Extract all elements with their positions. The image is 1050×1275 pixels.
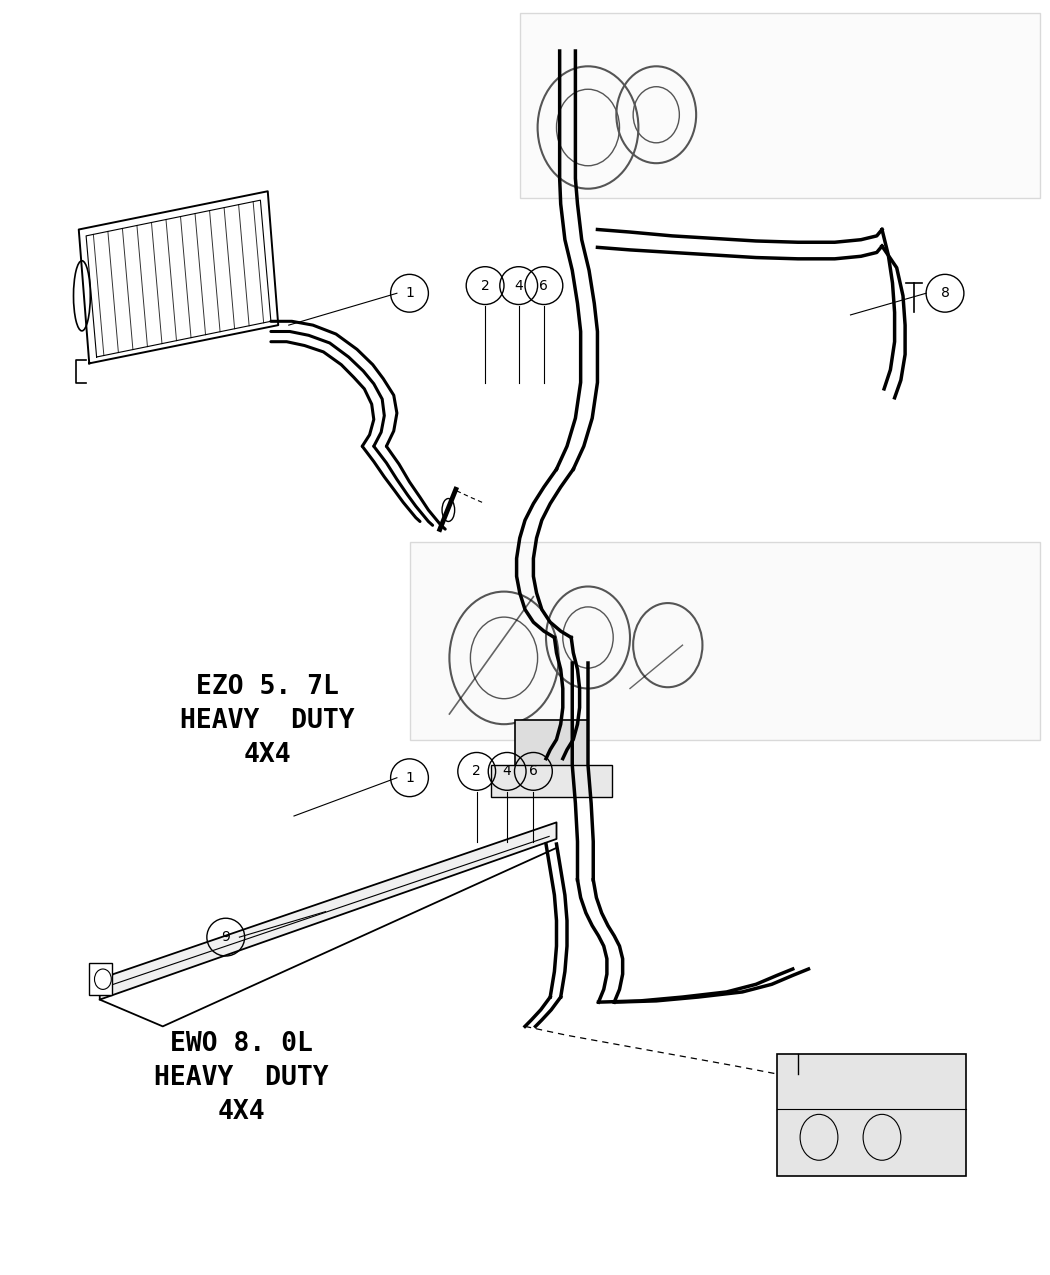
Text: 1: 1	[405, 287, 414, 300]
FancyBboxPatch shape	[410, 542, 1040, 740]
Text: 1: 1	[405, 771, 414, 784]
FancyBboxPatch shape	[89, 963, 112, 994]
Text: EWO 8. 0L
HEAVY  DUTY
4X4: EWO 8. 0L HEAVY DUTY 4X4	[154, 1030, 329, 1125]
Text: 2: 2	[481, 279, 489, 292]
Text: 4: 4	[514, 279, 523, 292]
FancyBboxPatch shape	[520, 13, 1040, 198]
Polygon shape	[100, 822, 556, 1000]
Text: 4: 4	[503, 765, 511, 778]
Text: 2: 2	[472, 765, 481, 778]
Text: EZO 5. 7L
HEAVY  DUTY
4X4: EZO 5. 7L HEAVY DUTY 4X4	[181, 673, 355, 768]
Text: 6: 6	[540, 279, 548, 292]
Text: 8: 8	[941, 287, 949, 300]
Text: 9: 9	[222, 931, 230, 944]
FancyBboxPatch shape	[514, 720, 588, 771]
FancyBboxPatch shape	[777, 1054, 966, 1176]
FancyBboxPatch shape	[491, 765, 612, 797]
Text: 6: 6	[529, 765, 538, 778]
